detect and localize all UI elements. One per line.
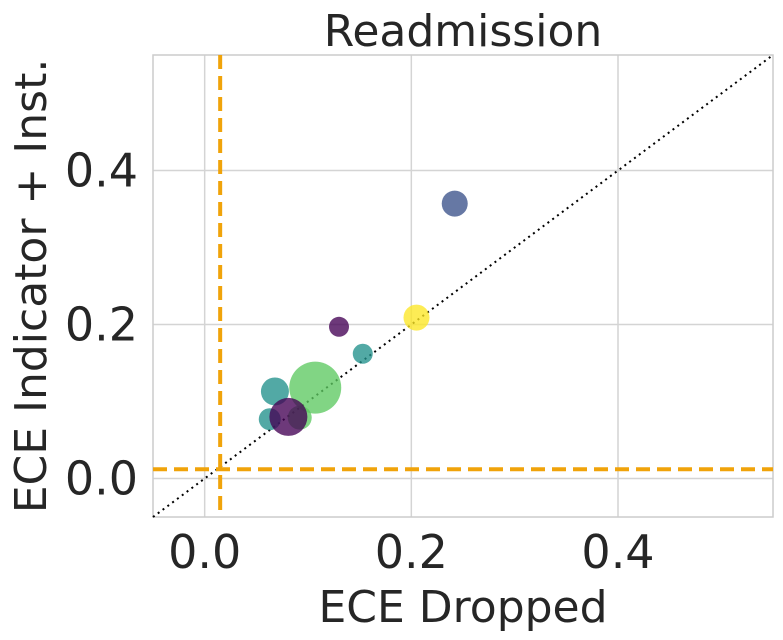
data-point xyxy=(441,190,468,217)
data-point xyxy=(352,343,373,364)
x-axis-label: ECE Dropped xyxy=(318,582,607,633)
plot-frame xyxy=(152,54,774,518)
x-tick-label: 0.0 xyxy=(168,525,241,579)
y-tick-label: 0.2 xyxy=(65,298,138,352)
data-point xyxy=(289,361,342,414)
x-tick-label: 0.4 xyxy=(581,525,654,579)
diagonal-reference-line xyxy=(152,54,774,518)
data-point xyxy=(269,397,308,436)
chart-title: Readmission xyxy=(324,6,603,57)
y-axis-label: ECE Indicator + Inst. xyxy=(6,59,57,514)
tick-labels: 0.0 0.2 0.4 0.0 0.2 0.4 xyxy=(65,144,655,580)
data-point xyxy=(260,377,289,406)
data-point xyxy=(403,304,430,331)
reference-lines xyxy=(152,54,774,518)
grid xyxy=(153,55,773,517)
data-points xyxy=(258,190,468,436)
data-point xyxy=(329,316,349,337)
y-tick-label: 0.4 xyxy=(65,144,138,198)
y-tick-label: 0.0 xyxy=(65,452,138,506)
x-tick-label: 0.2 xyxy=(375,525,448,579)
